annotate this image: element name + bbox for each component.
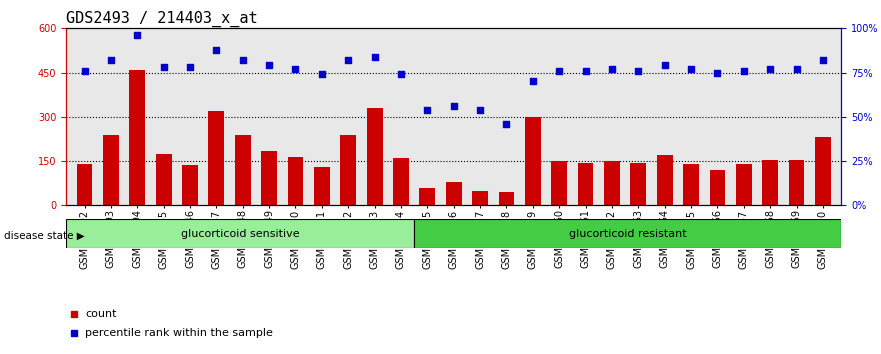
Bar: [366, 108, 382, 205]
Bar: [578, 162, 594, 205]
Point: [500, 121, 514, 127]
Point: [552, 68, 566, 74]
Point: [473, 107, 487, 113]
Point: [130, 33, 144, 38]
Bar: [209, 111, 225, 205]
Bar: [340, 135, 356, 205]
Bar: [103, 135, 119, 205]
Bar: [314, 167, 329, 205]
Text: disease state ▶: disease state ▶: [4, 230, 85, 240]
Bar: [656, 155, 672, 205]
Point: [605, 66, 619, 72]
Bar: [287, 156, 303, 205]
Point: [789, 66, 803, 72]
Bar: [182, 166, 198, 205]
Point: [341, 57, 355, 63]
Point: [526, 79, 540, 84]
Point: [816, 57, 830, 63]
Point: [657, 63, 671, 68]
Point: [157, 64, 171, 70]
Point: [183, 64, 197, 70]
Text: glucorticoid resistant: glucorticoid resistant: [568, 229, 686, 239]
Point: [367, 54, 381, 59]
Point: [315, 72, 329, 77]
Text: count: count: [85, 309, 117, 319]
Bar: [261, 151, 277, 205]
Bar: [815, 137, 831, 205]
Bar: [604, 161, 620, 205]
Point: [447, 103, 461, 109]
Point: [104, 57, 118, 63]
Bar: [552, 161, 567, 205]
Bar: [631, 162, 647, 205]
Bar: [525, 117, 541, 205]
Point: [210, 47, 224, 52]
Point: [632, 68, 646, 74]
Point: [737, 68, 751, 74]
Point: [394, 72, 408, 77]
Point: [710, 70, 724, 75]
Point: [763, 66, 777, 72]
Bar: [709, 170, 725, 205]
Point: [420, 107, 434, 113]
Bar: [393, 158, 409, 205]
Text: GDS2493 / 214403_x_at: GDS2493 / 214403_x_at: [66, 11, 258, 27]
Point: [684, 66, 698, 72]
Point: [579, 68, 593, 74]
Bar: [762, 160, 778, 205]
Bar: [472, 190, 488, 205]
Bar: [419, 188, 435, 205]
Bar: [736, 164, 751, 205]
Bar: [446, 182, 462, 205]
Bar: [235, 135, 251, 205]
Point: [288, 66, 302, 72]
Bar: [77, 164, 93, 205]
Point: [262, 63, 276, 68]
Bar: [683, 164, 699, 205]
Point: [236, 57, 250, 63]
Bar: [130, 70, 145, 205]
Text: glucorticoid sensitive: glucorticoid sensitive: [181, 229, 300, 239]
Point: [78, 68, 92, 74]
Bar: [156, 154, 172, 205]
FancyBboxPatch shape: [413, 219, 841, 248]
Text: percentile rank within the sample: percentile rank within the sample: [85, 328, 273, 338]
Bar: [499, 192, 515, 205]
Bar: [788, 160, 804, 205]
FancyBboxPatch shape: [66, 219, 413, 248]
